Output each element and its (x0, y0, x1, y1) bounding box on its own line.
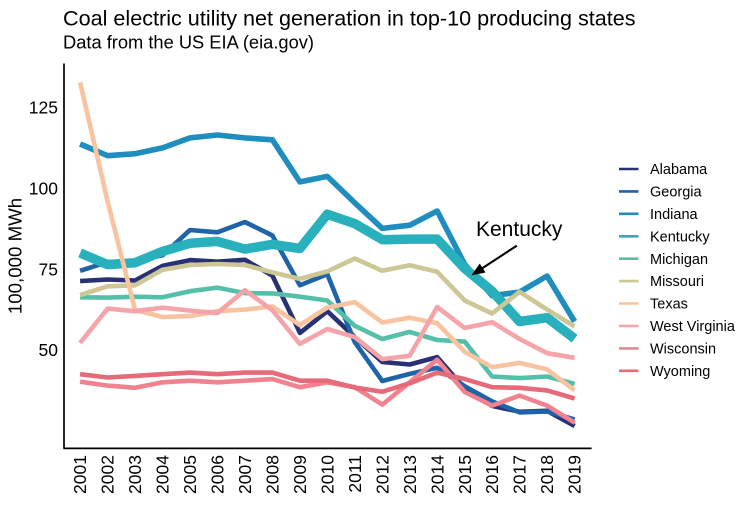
svg-text:West Virginia: West Virginia (650, 319, 736, 335)
svg-text:2019: 2019 (565, 455, 585, 494)
svg-text:Texas: Texas (650, 297, 688, 313)
svg-text:Indiana: Indiana (650, 207, 699, 223)
svg-text:2003: 2003 (125, 455, 145, 494)
svg-text:2015: 2015 (455, 455, 475, 494)
svg-text:2005: 2005 (180, 455, 200, 494)
svg-text:2002: 2002 (98, 455, 118, 494)
svg-text:Data from the US EIA (eia.gov): Data from the US EIA (eia.gov) (63, 32, 314, 53)
svg-text:2001: 2001 (70, 455, 90, 494)
svg-text:Alabama: Alabama (650, 162, 708, 178)
svg-text:2016: 2016 (482, 455, 502, 494)
svg-text:2006: 2006 (208, 455, 228, 494)
svg-text:2017: 2017 (510, 455, 530, 494)
svg-text:Michigan: Michigan (650, 252, 708, 268)
svg-text:2011: 2011 (345, 455, 365, 493)
svg-text:2012: 2012 (372, 455, 392, 494)
svg-text:50: 50 (39, 340, 59, 360)
svg-text:2018: 2018 (537, 455, 557, 494)
svg-text:Georgia: Georgia (650, 184, 703, 200)
svg-text:Kentucky: Kentucky (650, 229, 710, 245)
svg-text:100,000 MWh: 100,000 MWh (5, 198, 26, 314)
svg-text:125: 125 (29, 98, 58, 118)
svg-text:100: 100 (29, 178, 58, 198)
svg-text:2010: 2010 (317, 455, 337, 494)
svg-text:2008: 2008 (263, 455, 283, 494)
svg-text:Kentucky: Kentucky (476, 218, 563, 241)
svg-text:Coal electric utility net gene: Coal electric utility net generation in … (63, 6, 636, 31)
svg-text:Missouri: Missouri (650, 274, 704, 290)
svg-text:2013: 2013 (400, 455, 420, 494)
svg-text:2004: 2004 (153, 455, 173, 494)
svg-text:Wyoming: Wyoming (650, 364, 710, 380)
svg-text:2009: 2009 (290, 455, 310, 494)
svg-text:2007: 2007 (235, 455, 255, 494)
svg-text:Wisconsin: Wisconsin (650, 341, 716, 357)
svg-text:75: 75 (39, 259, 58, 279)
svg-text:2014: 2014 (427, 455, 447, 494)
